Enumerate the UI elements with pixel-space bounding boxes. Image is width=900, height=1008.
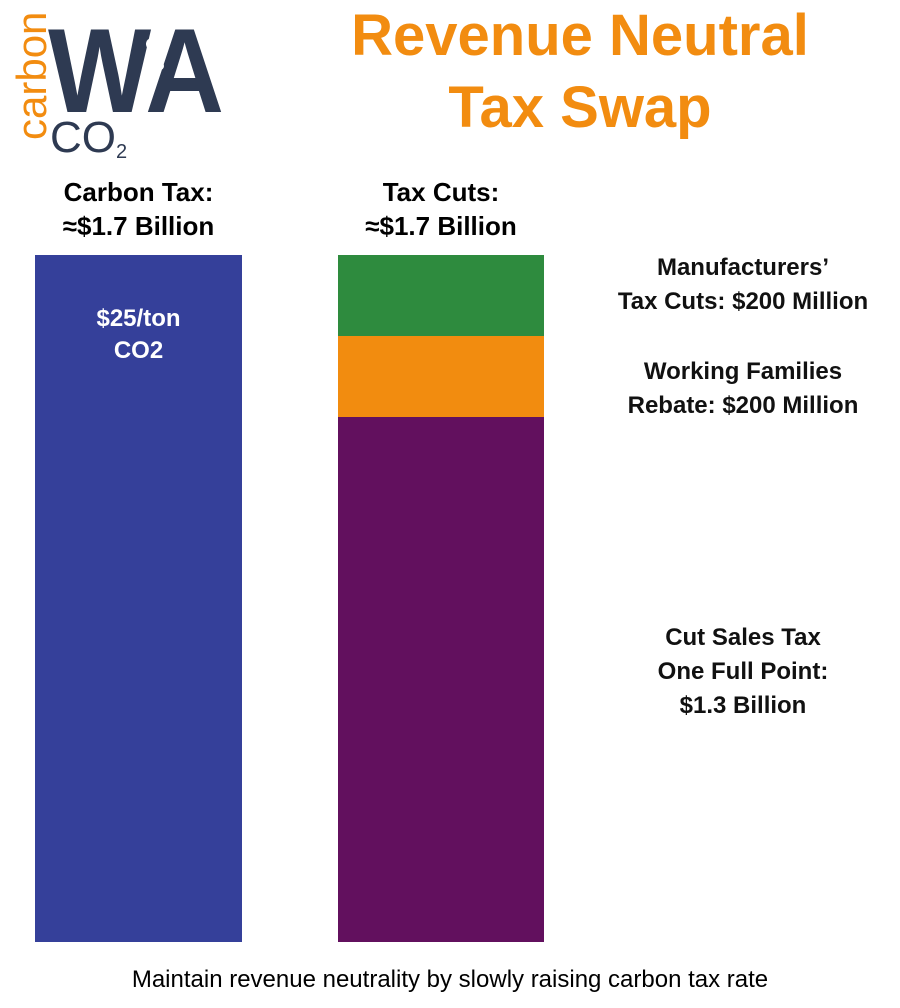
bar-segment-carbon-0	[35, 255, 242, 942]
bar-segment-cuts-3	[338, 416, 544, 942]
bar-heading-line: ≈$1.7 Billion	[365, 211, 517, 241]
segment-label-line: $25/ton	[96, 305, 181, 332]
title-line-2: Tax Swap	[448, 75, 712, 140]
logo-bubble	[156, 62, 164, 70]
segment-label-line: Cut Sales Tax	[665, 624, 821, 651]
logo-co2-main: CO	[50, 113, 116, 160]
segment-label-line: CO2	[113, 337, 164, 364]
segment-label-line: One Full Point:	[657, 658, 829, 685]
bar-heading-line: ≈$1.7 Billion	[62, 211, 215, 241]
segment-label-line: Working Families	[643, 358, 843, 385]
logo-wa-letters: WA	[48, 4, 224, 138]
segment-label-3: Cut Sales Tax One Full Point: $1.3 Billion	[583, 621, 900, 723]
segment-label-1: Manufacturers’ Tax Cuts: $200 Million	[583, 251, 900, 319]
segment-label-line: Tax Cuts: $200 Million	[617, 288, 869, 315]
bar-heading-line: Carbon Tax:	[63, 177, 214, 207]
bar-heading-carbon: Carbon Tax: ≈$1.7 Billion	[9, 175, 269, 243]
segment-label-2: Working Families Rebate: $200 Million	[583, 355, 900, 423]
segment-label-line: Rebate: $200 Million	[627, 392, 859, 419]
segment-label-line: $1.3 Billion	[679, 692, 807, 719]
logo-co2-subscript: 2	[116, 141, 127, 160]
logo-bubble	[146, 38, 158, 50]
logo-co2-text: CO2	[50, 113, 127, 160]
bar-heading-line: Tax Cuts:	[382, 177, 500, 207]
chart-title: Revenue Neutral Tax Swap	[300, 0, 860, 144]
bar-segment-cuts-2	[338, 335, 544, 417]
logo-carbon-word: carbon	[8, 12, 55, 140]
title-line-1: Revenue Neutral	[351, 3, 809, 68]
footer-note: Maintain revenue neutrality by slowly ra…	[131, 966, 769, 993]
segment-label-line: Manufacturers’	[656, 254, 830, 281]
bar-segment-cuts-1	[338, 255, 544, 336]
segment-label-0: $25/ton CO2	[35, 303, 242, 367]
carbonwa-logo: carbon WA CO2	[8, 4, 224, 160]
bar-heading-cuts: Tax Cuts: ≈$1.7 Billion	[311, 175, 571, 243]
logo-bubble	[143, 77, 149, 83]
